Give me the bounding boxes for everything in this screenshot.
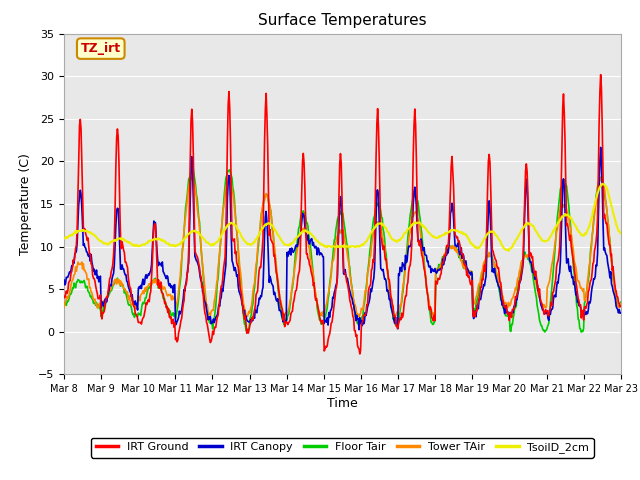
IRT Ground bbox=[184, 269, 192, 275]
IRT Canopy bbox=[597, 144, 605, 150]
TsoilD_2cm bbox=[70, 230, 78, 236]
Tower TAir bbox=[355, 314, 363, 320]
Tower TAir bbox=[428, 306, 435, 312]
Tower TAir bbox=[127, 302, 135, 308]
Floor Tair bbox=[577, 329, 585, 335]
Line: TsoilD_2cm: TsoilD_2cm bbox=[64, 184, 621, 251]
IRT Ground bbox=[356, 351, 364, 357]
Tower TAir bbox=[70, 272, 78, 278]
IRT Ground bbox=[70, 258, 78, 264]
IRT Ground bbox=[617, 303, 625, 309]
Floor Tair bbox=[127, 305, 135, 311]
TsoilD_2cm bbox=[410, 220, 418, 226]
TsoilD_2cm bbox=[505, 248, 513, 254]
IRT Canopy bbox=[127, 294, 135, 300]
Line: Floor Tair: Floor Tair bbox=[64, 169, 621, 332]
Tower TAir bbox=[60, 304, 68, 310]
Floor Tair bbox=[184, 185, 192, 191]
IRT Ground bbox=[597, 72, 605, 77]
TsoilD_2cm bbox=[214, 239, 221, 244]
IRT Canopy bbox=[60, 277, 68, 283]
Line: IRT Canopy: IRT Canopy bbox=[64, 147, 621, 330]
Line: Tower TAir: Tower TAir bbox=[64, 177, 621, 317]
IRT Canopy bbox=[70, 260, 78, 266]
Title: Surface Temperatures: Surface Temperatures bbox=[258, 13, 427, 28]
Floor Tair bbox=[189, 167, 197, 172]
Floor Tair bbox=[428, 320, 435, 325]
Floor Tair bbox=[70, 280, 78, 286]
Legend: IRT Ground, IRT Canopy, Floor Tair, Tower TAir, TsoilD_2cm: IRT Ground, IRT Canopy, Floor Tair, Towe… bbox=[91, 438, 594, 458]
Y-axis label: Temperature (C): Temperature (C) bbox=[19, 153, 33, 255]
Tower TAir bbox=[617, 300, 625, 306]
Floor Tair bbox=[617, 300, 625, 305]
Floor Tair bbox=[60, 301, 68, 307]
IRT Canopy bbox=[184, 264, 192, 270]
IRT Canopy bbox=[428, 270, 435, 276]
TsoilD_2cm bbox=[60, 236, 68, 241]
IRT Ground bbox=[214, 314, 221, 320]
TsoilD_2cm bbox=[598, 181, 606, 187]
Floor Tair bbox=[411, 193, 419, 199]
Floor Tair bbox=[214, 276, 222, 281]
IRT Canopy bbox=[355, 327, 363, 333]
IRT Canopy bbox=[214, 312, 221, 318]
Tower TAir bbox=[214, 276, 221, 282]
Tower TAir bbox=[411, 210, 419, 216]
Line: IRT Ground: IRT Ground bbox=[64, 74, 621, 354]
Text: TZ_irt: TZ_irt bbox=[81, 42, 121, 55]
TsoilD_2cm bbox=[426, 231, 434, 237]
TsoilD_2cm bbox=[184, 231, 192, 237]
IRT Ground bbox=[428, 307, 435, 313]
IRT Ground bbox=[127, 291, 135, 297]
Tower TAir bbox=[598, 174, 605, 180]
IRT Ground bbox=[411, 106, 419, 112]
IRT Canopy bbox=[617, 310, 625, 316]
IRT Canopy bbox=[411, 184, 419, 190]
TsoilD_2cm bbox=[127, 241, 135, 247]
TsoilD_2cm bbox=[617, 231, 625, 237]
IRT Ground bbox=[60, 294, 68, 300]
X-axis label: Time: Time bbox=[327, 397, 358, 410]
Tower TAir bbox=[184, 191, 192, 196]
